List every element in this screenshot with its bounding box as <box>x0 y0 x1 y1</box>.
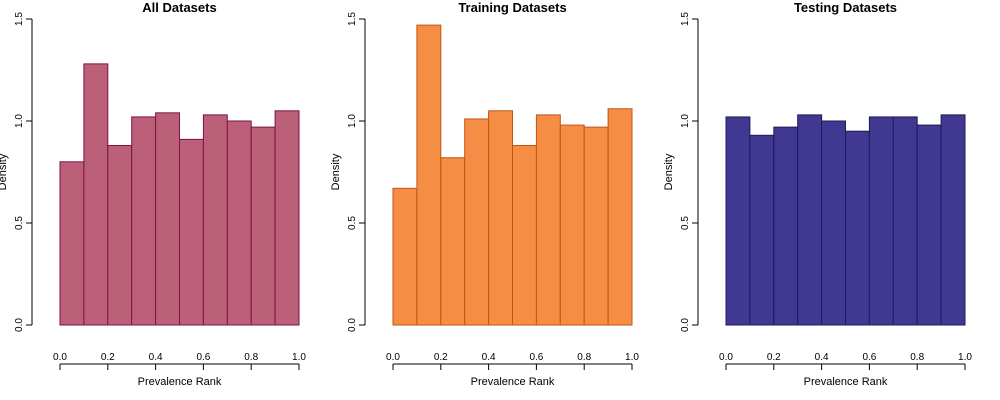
x-tick-label: 0.8 <box>910 352 924 363</box>
chart-title: Training Datasets <box>458 0 566 15</box>
x-tick-label: 0.2 <box>101 352 115 363</box>
x-tick-label: 0.6 <box>529 352 543 363</box>
histogram-bar <box>83 63 109 326</box>
y-tick-label: 1.5 <box>680 12 691 26</box>
histogram-bar <box>583 126 609 326</box>
x-tick-label: 0.0 <box>386 352 400 363</box>
x-tick-label: 0.4 <box>482 352 496 363</box>
x-tick-label: 0.6 <box>196 352 210 363</box>
x-axis-label: Prevalence Rank <box>138 376 222 388</box>
x-tick-label: 1.0 <box>958 352 972 363</box>
histogram-bar <box>773 126 799 326</box>
x-tick-label: 0.2 <box>434 352 448 363</box>
histogram-bar <box>416 24 442 326</box>
x-tick-label: 0.0 <box>719 352 733 363</box>
histogram-bar <box>725 116 751 326</box>
histogram-bar <box>535 114 561 326</box>
histogram-bar <box>797 114 823 326</box>
histogram-bar <box>59 161 85 326</box>
histogram-bar <box>916 124 942 326</box>
chart-title: Testing Datasets <box>794 0 897 15</box>
y-tick-label: 1.5 <box>14 12 25 26</box>
histogram-bar <box>107 144 133 326</box>
y-tick-label: 0.5 <box>680 216 691 230</box>
histogram-bar <box>892 116 918 326</box>
histogram-bar <box>179 138 204 326</box>
chart-panel-1: All Datasets 0.0 0.5 1.0 1.5 Density 0.0 0.2 0.4… <box>0 0 306 388</box>
x-tick-label: 0.8 <box>577 352 591 363</box>
histogram-bar <box>202 114 228 326</box>
y-tick-label: 0.5 <box>347 216 358 230</box>
x-tick-label: 0.8 <box>244 352 258 363</box>
x-tick-label: 1.0 <box>292 352 306 363</box>
x-tick-label: 0.0 <box>53 352 67 363</box>
histogram-bar <box>226 120 252 326</box>
x-tick-label: 0.4 <box>815 352 829 363</box>
histogram-bar <box>440 157 466 326</box>
y-tick-label: 0.0 <box>14 318 25 332</box>
y-tick-label: 0.0 <box>347 318 358 332</box>
histogram-bar <box>845 130 870 326</box>
histogram-bar <box>940 114 966 326</box>
y-axis-label: Density <box>0 153 9 190</box>
x-axis-label: Prevalence Rank <box>804 376 888 388</box>
x-tick-label: 0.6 <box>862 352 876 363</box>
y-tick-label: 0.0 <box>680 318 691 332</box>
y-tick-label: 1.0 <box>680 114 691 128</box>
x-tick-label: 1.0 <box>625 352 639 363</box>
x-tick-label: 0.2 <box>767 352 781 363</box>
y-tick-label: 1.0 <box>14 114 25 128</box>
histogram-bar <box>559 124 585 326</box>
histogram-bar <box>868 116 894 326</box>
chart-panel-2: Training Datasets 0.0 0.5 1.0 1.5 Density 0.0 0… <box>330 0 639 388</box>
y-axis-label: Density <box>663 153 675 190</box>
x-axis-label: Prevalence Rank <box>471 376 555 388</box>
histogram-bar <box>607 108 633 326</box>
y-tick-label: 1.0 <box>347 114 358 128</box>
histogram-bar <box>274 110 300 326</box>
histogram-bar <box>749 134 775 326</box>
y-tick-label: 1.5 <box>347 12 358 26</box>
histogram-bar <box>392 187 418 326</box>
histogram-bar <box>131 116 157 326</box>
y-axis-label: Density <box>330 153 342 190</box>
y-tick-label: 0.5 <box>14 216 25 230</box>
histogram-bar <box>821 120 846 326</box>
histogram-bar <box>155 112 181 326</box>
histogram-bar <box>250 126 276 326</box>
histogram-bar <box>464 118 490 326</box>
histogram-bar <box>488 110 514 326</box>
chart-panel-3: Testing Datasets 0.0 0.5 1.0 1.5 Density 0.0 0.… <box>663 0 972 388</box>
chart-title: All Datasets <box>142 0 216 15</box>
x-tick-label: 0.4 <box>149 352 163 363</box>
histogram-bar <box>512 144 537 326</box>
